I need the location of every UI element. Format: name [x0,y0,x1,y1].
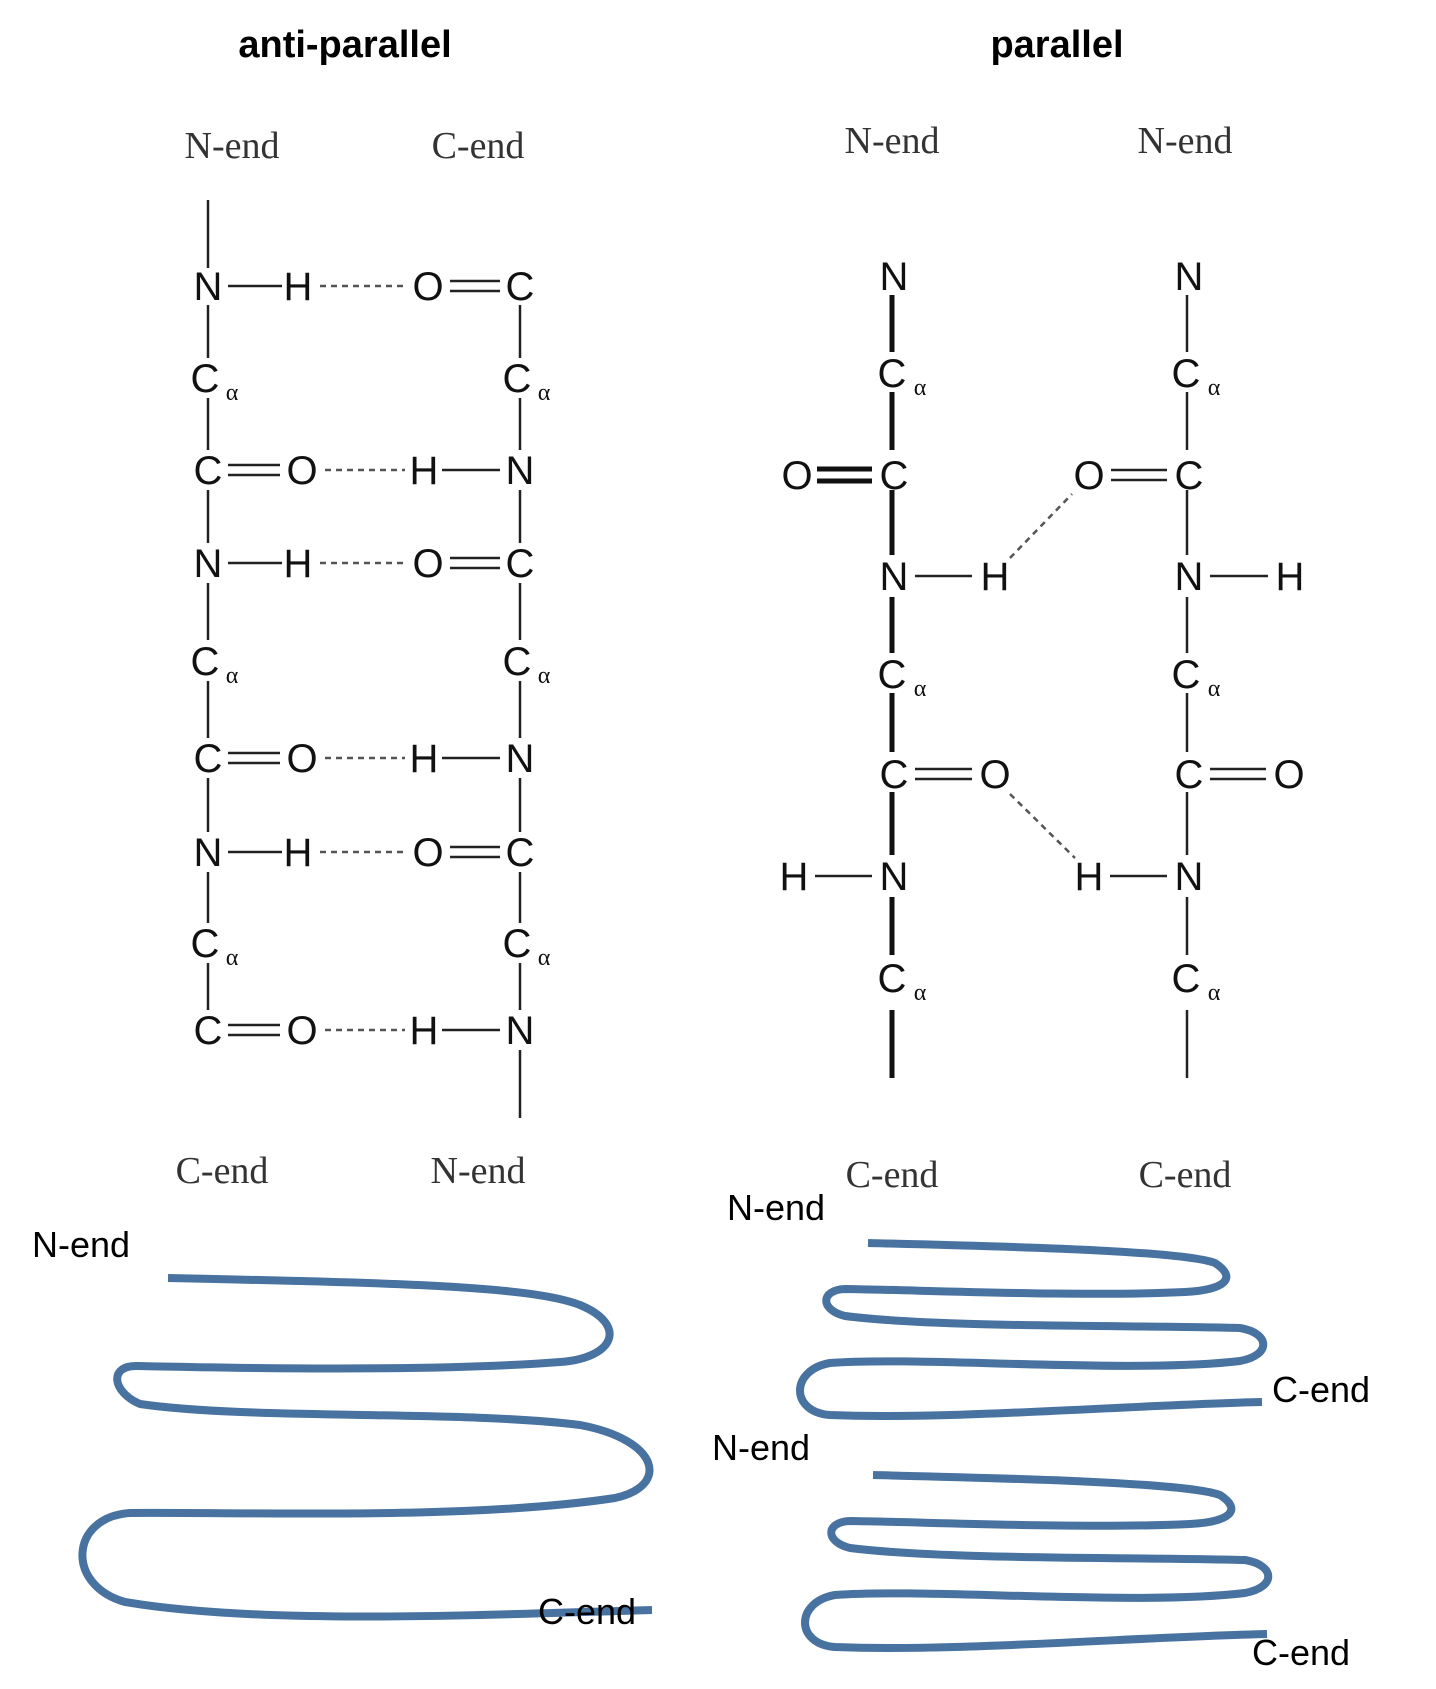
atom-c: C [506,265,535,309]
atom-c-alpha: C [503,922,532,966]
alpha-subscript: α [226,663,239,689]
atom-c-alpha: C [878,653,907,697]
atom-o: O [286,449,317,493]
antiparallel-structure: N-end C-end C-end N-end [176,125,551,1192]
anti-top-right-end-label: C-end [432,125,525,167]
atom-c-alpha: C [1172,957,1201,1001]
atom-o: O [1273,753,1304,797]
atom-c: C [1175,753,1204,797]
atom-c: C [880,753,909,797]
hbond-diagonal [1009,493,1073,559]
atom-n: N [506,737,535,781]
atom-n: N [506,449,535,493]
atom-c: C [194,737,223,781]
alpha-subscript: α [538,945,551,971]
atom-o: O [412,542,443,586]
atom-c-alpha: C [191,922,220,966]
alpha-subscript: α [226,380,239,406]
alpha-subscript: α [1208,980,1221,1006]
atom-c-alpha: C [1172,653,1201,697]
atom-c: C [1175,454,1204,498]
atom-c-alpha: C [191,640,220,684]
par2-cartoon-c-end-label: C-end [1252,1632,1350,1673]
atom-o: O [412,831,443,875]
par-top-left-end-label: N-end [845,120,940,162]
atom-h: H [284,542,313,586]
atom-n: N [1175,555,1204,599]
parallel-cartoon-upper: N-end C-end [727,1187,1370,1421]
atom-c: C [194,1009,223,1053]
atom-o: O [286,737,317,781]
anti-bottom-left-end-label: C-end [176,1150,269,1192]
atom-n: N [194,265,223,309]
alpha-subscript: α [226,945,239,971]
par1-cartoon-n-end-label: N-end [727,1187,825,1228]
atom-h: H [284,265,313,309]
atom-n: N [1175,855,1204,899]
atom-o: O [781,454,812,498]
atom-o: O [1073,454,1104,498]
atom-h: H [780,855,809,899]
atom-n: N [506,1009,535,1053]
atom-n: N [880,555,909,599]
atom-n: N [880,855,909,899]
atom-c-alpha: C [1172,352,1201,396]
atom-c-alpha: C [878,957,907,1001]
atom-h: H [410,449,439,493]
atom-c-alpha: C [878,352,907,396]
atom-h: H [981,555,1010,599]
par2-cartoon-n-end-label: N-end [712,1427,810,1468]
alpha-subscript: α [914,676,927,702]
alpha-subscript: α [1208,676,1221,702]
parallel-strand-path-upper [796,1239,1268,1421]
atom-c-alpha: C [191,357,220,401]
atom-n: N [880,255,909,299]
atom-h: H [410,737,439,781]
atom-h: H [1276,555,1305,599]
par-top-right-end-label: N-end [1138,120,1233,162]
atom-h: H [410,1009,439,1053]
atom-n: N [1175,255,1204,299]
atom-h: H [284,831,313,875]
anti-bottom-right-end-label: N-end [431,1150,526,1192]
par1-cartoon-c-end-label: C-end [1272,1369,1370,1410]
atom-c: C [194,449,223,493]
alpha-subscript: α [538,663,551,689]
atom-o: O [286,1009,317,1053]
parallel-strand-path-lower [801,1471,1273,1653]
parallel-title: parallel [990,24,1123,66]
anti-cartoon-n-end-label: N-end [32,1224,130,1265]
atom-n: N [194,831,223,875]
atom-c-alpha: C [503,640,532,684]
par-bottom-left-end-label: C-end [846,1154,939,1196]
par-bottom-right-end-label: C-end [1139,1154,1232,1196]
anti-cartoon-c-end-label: C-end [538,1591,636,1632]
atom-c: C [506,831,535,875]
hbond-diagonal [1009,793,1076,859]
atom-o: O [979,753,1010,797]
atom-c: C [880,454,909,498]
atom-h: H [1075,855,1104,899]
antiparallel-strand-path [78,1274,654,1621]
antiparallel-cartoon: N-end C-end [32,1224,654,1632]
alpha-subscript: α [1208,375,1221,401]
parallel-cartoon-lower: N-end C-end [712,1427,1350,1673]
atom-n: N [194,542,223,586]
anti-top-left-end-label: N-end [185,125,280,167]
alpha-subscript: α [914,375,927,401]
atom-o: O [412,265,443,309]
atom-c-alpha: C [503,357,532,401]
atom-c: C [506,542,535,586]
parallel-structure: N-end N-end C-end C-end N N [780,120,1305,1196]
alpha-subscript: α [538,380,551,406]
alpha-subscript: α [914,980,927,1006]
antiparallel-title: anti-parallel [238,24,451,66]
